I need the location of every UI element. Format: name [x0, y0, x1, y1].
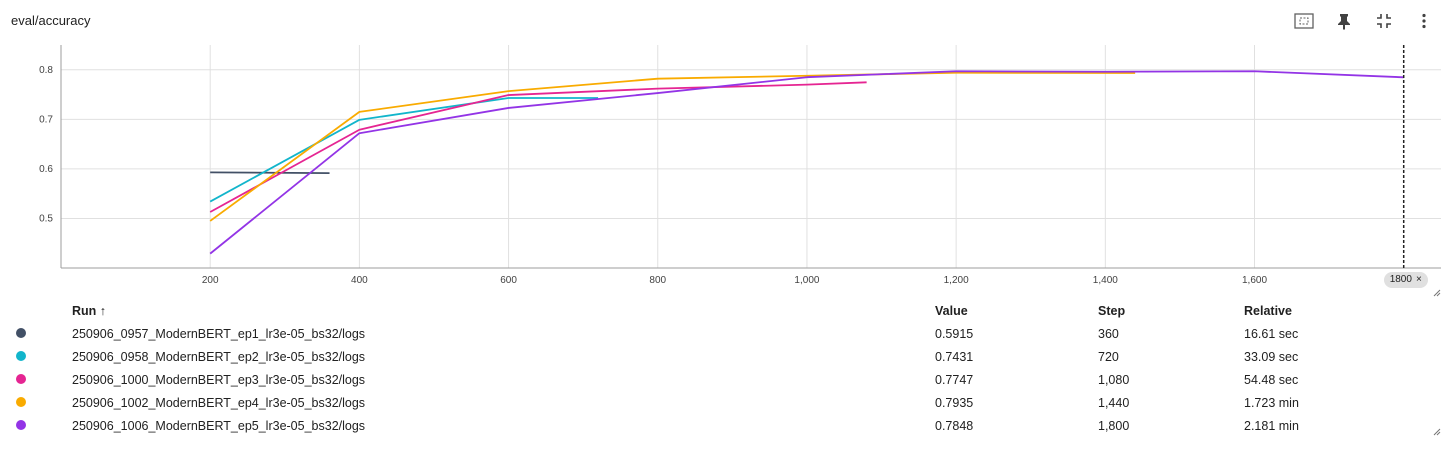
- fit-domain-button[interactable]: [1284, 8, 1324, 34]
- table-row: 250906_1000_ModernBERT_ep3_lr3e-05_bs32/…: [0, 368, 1444, 391]
- step-cursor-badge[interactable]: 1800 ×: [1383, 272, 1428, 288]
- y-tick-label: 0.5: [39, 213, 53, 224]
- run-color-dot: [16, 419, 26, 430]
- run-name: 250906_1006_ModernBERT_ep5_lr3e-05_bs32/…: [72, 418, 366, 433]
- x-tick-label: 1,000: [794, 275, 819, 286]
- value-column-header[interactable]: Value: [935, 304, 968, 318]
- fit-domain-icon: [1294, 13, 1314, 29]
- x-tick-label: 1,600: [1242, 275, 1267, 286]
- run-color-dot: [16, 373, 26, 384]
- y-tick-label: 0.8: [39, 65, 53, 76]
- run-color-dot: [16, 350, 26, 361]
- pin-icon: [1338, 14, 1350, 30]
- panel-toolbar: [1284, 8, 1444, 34]
- series-line: [209, 71, 1136, 222]
- run-color-dot: [16, 396, 26, 407]
- run-value: 0.7848: [935, 418, 974, 433]
- run-name: 250906_0957_ModernBERT_ep1_lr3e-05_bs32/…: [72, 326, 366, 341]
- run-relative: 1.723 min: [1244, 395, 1299, 410]
- series-line: [209, 81, 867, 213]
- table-row: 250906_1006_ModernBERT_ep5_lr3e-05_bs32/…: [0, 414, 1444, 437]
- run-value: 0.7431: [935, 349, 974, 364]
- run-color-dot: [16, 327, 26, 338]
- run-name: 250906_0958_ModernBERT_ep2_lr3e-05_bs32/…: [72, 349, 366, 364]
- run-step: 720: [1098, 349, 1119, 364]
- resize-handle-icon[interactable]: [1433, 289, 1441, 297]
- x-tick-label: 200: [202, 275, 219, 286]
- run-value: 0.7747: [935, 372, 974, 387]
- run-relative: 2.181 min: [1244, 418, 1299, 433]
- run-value: 0.5915: [935, 326, 974, 341]
- relative-column-header[interactable]: Relative: [1244, 304, 1292, 318]
- x-tick-label: 600: [500, 275, 517, 286]
- collapse-button[interactable]: [1364, 8, 1404, 34]
- run-value: 0.7935: [935, 395, 974, 410]
- run-step: 1,440: [1098, 395, 1130, 410]
- table-resize-handle-icon[interactable]: [1433, 428, 1441, 436]
- run-relative: 33.09 sec: [1244, 349, 1299, 364]
- run-step: 1,800: [1098, 418, 1130, 433]
- table-row: 250906_0957_ModernBERT_ep1_lr3e-05_bs32/…: [0, 322, 1444, 345]
- table-header-row: Run ↑ Value Step Relative: [0, 300, 1444, 322]
- series-line: [209, 70, 1404, 255]
- x-tick-label: 400: [351, 275, 368, 286]
- x-tick-label: 800: [649, 275, 666, 286]
- more-vert-icon: [1422, 13, 1426, 29]
- y-tick-label: 0.7: [39, 114, 53, 125]
- runs-table: Run ↑ Value Step Relative 250906_0957_Mo…: [0, 300, 1444, 437]
- x-tick-label: 1,200: [944, 275, 969, 286]
- close-icon[interactable]: ×: [1415, 274, 1422, 285]
- table-row: 250906_1002_ModernBERT_ep4_lr3e-05_bs32/…: [0, 391, 1444, 414]
- collapse-icon: [1377, 14, 1391, 28]
- run-step: 1,080: [1098, 372, 1130, 387]
- run-name: 250906_1000_ModernBERT_ep3_lr3e-05_bs32/…: [72, 372, 366, 387]
- run-column-header[interactable]: Run ↑: [72, 304, 107, 318]
- series-line: [209, 97, 599, 203]
- run-name: 250906_1002_ModernBERT_ep4_lr3e-05_bs32/…: [72, 395, 366, 410]
- color-header: [0, 300, 72, 322]
- line-chart[interactable]: 200 400 600 800 1,000 1,200 1,400 1,600 0.5 0.6 0.…: [0, 30, 1452, 292]
- y-tick-label: 0.6: [39, 164, 53, 175]
- step-cursor-label: 1800: [1389, 274, 1412, 285]
- more-options-button[interactable]: [1404, 8, 1444, 34]
- x-tick-label: 1,400: [1093, 275, 1118, 286]
- run-relative: 16.61 sec: [1244, 326, 1299, 341]
- panel-title: eval/accuracy: [11, 13, 91, 28]
- pin-button[interactable]: [1324, 8, 1364, 34]
- step-column-header[interactable]: Step: [1098, 304, 1126, 318]
- run-relative: 54.48 sec: [1244, 372, 1299, 387]
- table-row: 250906_0958_ModernBERT_ep2_lr3e-05_bs32/…: [0, 345, 1444, 368]
- run-step: 360: [1098, 326, 1119, 341]
